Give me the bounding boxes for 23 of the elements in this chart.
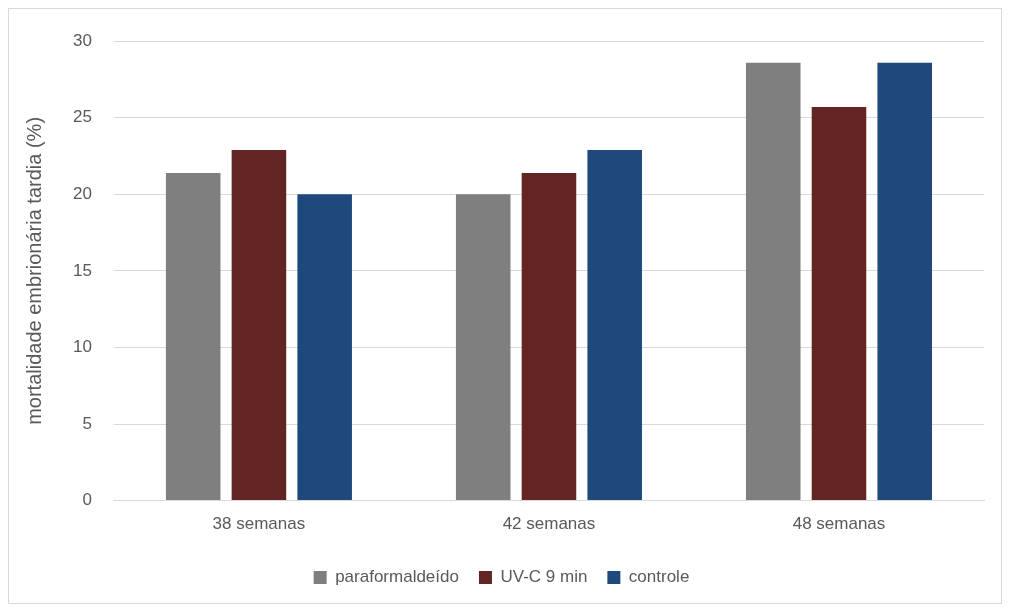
bar: [297, 194, 352, 501]
bar: [877, 62, 933, 501]
bar: [165, 172, 221, 501]
bar: [811, 107, 867, 501]
x-tick-label: 38 semanas: [212, 514, 306, 534]
legend-label: controle: [628, 567, 690, 587]
legend-label: paraformaldeído: [335, 567, 459, 587]
bar: [745, 62, 801, 501]
y-axis-title: mortalidade embrionária tardia (%): [22, 116, 45, 425]
bar: [521, 172, 577, 501]
x-tick-label: 48 semanas: [792, 514, 886, 534]
bar: [231, 149, 287, 501]
y-tick-label: 10: [72, 337, 92, 357]
bar: [455, 194, 511, 501]
y-tick-label: 0: [82, 490, 92, 510]
bar: [587, 149, 642, 501]
y-tick-label: 15: [72, 260, 92, 280]
y-tick-label: 25: [72, 107, 92, 127]
x-tick-label: 42 semanas: [502, 514, 596, 534]
y-tick-label: 30: [72, 30, 92, 50]
y-tick-label: 20: [72, 184, 92, 204]
legend-label: UV-C 9 min: [500, 567, 588, 587]
y-tick-label: 5: [82, 413, 92, 433]
